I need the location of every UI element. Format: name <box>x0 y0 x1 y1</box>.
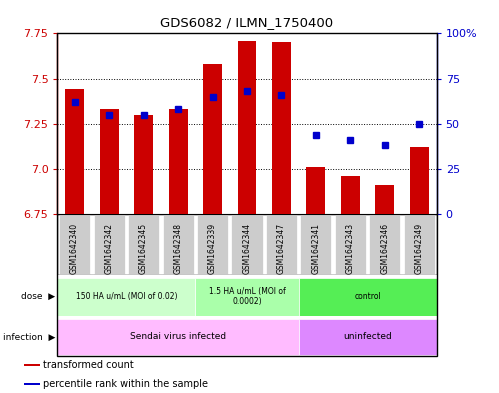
Bar <box>65 90 84 214</box>
Bar <box>169 109 188 214</box>
Text: GSM1642344: GSM1642344 <box>243 223 251 274</box>
Bar <box>266 215 297 274</box>
Bar <box>134 115 153 214</box>
Bar <box>24 382 40 385</box>
Text: transformed count: transformed count <box>43 360 134 370</box>
Text: GSM1642339: GSM1642339 <box>208 223 217 274</box>
Bar <box>306 167 325 214</box>
Bar <box>299 319 437 355</box>
Text: GSM1642349: GSM1642349 <box>415 223 424 274</box>
Bar <box>163 215 194 274</box>
Title: GDS6082 / ILMN_1750400: GDS6082 / ILMN_1750400 <box>161 17 333 29</box>
Bar <box>410 147 429 214</box>
Text: GSM1642345: GSM1642345 <box>139 223 148 274</box>
Bar <box>24 364 40 366</box>
Bar <box>100 109 119 214</box>
Bar <box>128 215 159 274</box>
Bar <box>404 215 435 274</box>
Text: GSM1642343: GSM1642343 <box>346 223 355 274</box>
Bar <box>272 42 291 214</box>
Bar <box>57 278 195 316</box>
Text: percentile rank within the sample: percentile rank within the sample <box>43 379 208 389</box>
Text: GSM1642342: GSM1642342 <box>105 223 114 274</box>
Bar <box>57 214 437 275</box>
Bar <box>335 215 366 274</box>
Bar <box>232 215 262 274</box>
Text: dose  ▶: dose ▶ <box>21 292 55 301</box>
Bar <box>375 185 394 214</box>
Bar <box>300 215 331 274</box>
Text: Sendai virus infected: Sendai virus infected <box>130 332 226 342</box>
Bar <box>94 215 125 274</box>
Text: GSM1642340: GSM1642340 <box>70 223 79 274</box>
Bar <box>197 215 228 274</box>
Text: infection  ▶: infection ▶ <box>2 332 55 342</box>
Bar <box>238 40 256 214</box>
Text: GSM1642347: GSM1642347 <box>277 223 286 274</box>
Bar <box>203 64 222 214</box>
Text: control: control <box>354 292 381 301</box>
Text: GSM1642346: GSM1642346 <box>380 223 389 274</box>
Text: GSM1642348: GSM1642348 <box>174 223 183 274</box>
Bar <box>59 215 90 274</box>
Bar <box>57 319 299 355</box>
Bar <box>299 278 437 316</box>
Text: 1.5 HA u/mL (MOI of
0.0002): 1.5 HA u/mL (MOI of 0.0002) <box>209 287 285 307</box>
Text: 150 HA u/mL (MOI of 0.02): 150 HA u/mL (MOI of 0.02) <box>75 292 177 301</box>
Text: GSM1642341: GSM1642341 <box>311 223 320 274</box>
Bar <box>369 215 400 274</box>
Bar <box>341 176 360 214</box>
Bar <box>195 278 299 316</box>
Text: uninfected: uninfected <box>343 332 392 342</box>
